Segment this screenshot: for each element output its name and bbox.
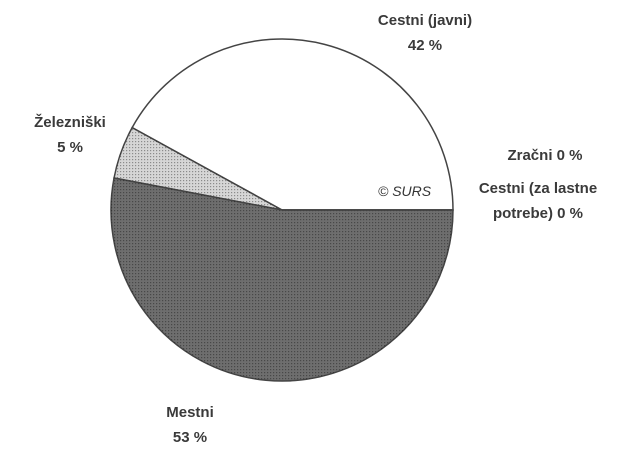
slice-texture [110, 177, 453, 382]
slice-label: Cestni (za lastne potrebe) 0 % [450, 176, 626, 226]
category-label: Mestni [166, 404, 214, 421]
slice-label: Zračni 0 % [470, 143, 620, 168]
slice-label: Mestni 53 % [130, 400, 250, 450]
category-label: Cestni (javni) [377, 12, 473, 29]
value-label: 53 % [172, 429, 208, 446]
category-label: Zračni [507, 147, 553, 164]
category-label: Železniški [34, 114, 106, 131]
slice-label: Cestni (javni) 42 % [340, 8, 510, 58]
category-label: Cestni (za lastne potrebe) [478, 180, 598, 222]
annotation: © SURS [378, 183, 432, 199]
slice-texture [114, 127, 283, 210]
pie-slice [131, 38, 454, 211]
value-label: 5 % [57, 139, 83, 156]
slice-label: Železniški 5 % [0, 110, 140, 160]
value-label: 0 % [556, 147, 583, 164]
value-label: 42 % [407, 37, 443, 54]
value-label: 0 % [557, 205, 584, 222]
